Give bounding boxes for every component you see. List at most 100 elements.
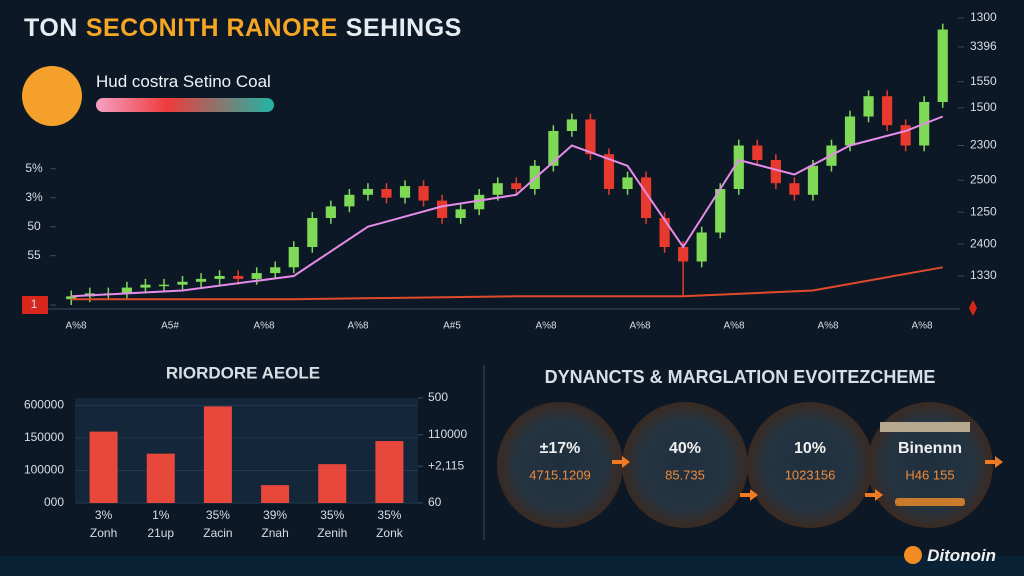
indicator-line	[71, 266, 943, 301]
footer-brand: Ditonoin	[904, 546, 996, 566]
candle-body	[900, 125, 911, 146]
card-value: ±17%	[540, 440, 581, 457]
x-tick-label: Zonk	[376, 526, 404, 540]
x-tick-label: A%8	[723, 321, 745, 332]
y2-tick-label: 110000	[428, 427, 467, 441]
candle-body	[140, 284, 151, 288]
candle-body	[270, 267, 281, 274]
candle-body	[548, 131, 559, 166]
y2-tick-label: 1330	[970, 268, 997, 282]
candle-body	[66, 296, 77, 300]
y-tick-label: 000	[44, 495, 64, 509]
arrow	[865, 489, 883, 501]
arrow	[985, 456, 1003, 468]
candle-body	[325, 206, 336, 218]
candle-body	[733, 145, 744, 189]
candle-body	[566, 119, 577, 131]
card-orb	[497, 402, 623, 528]
y-tick-label: 5%	[25, 161, 43, 175]
y-tick-label: 1	[31, 297, 38, 311]
footer-band	[0, 556, 1024, 576]
x-tick-label: A%8	[817, 321, 839, 332]
title: TON SECONITH RANORE SEHINGS	[24, 14, 470, 43]
bar	[203, 406, 232, 503]
candle-body	[770, 160, 781, 184]
card-decor	[895, 498, 965, 506]
candle-body	[381, 189, 392, 198]
card-sub: 4715.1209	[529, 467, 590, 482]
candle-body	[177, 281, 188, 285]
category-tag: 39%	[263, 508, 287, 522]
y2-tick-label: 1250	[970, 204, 997, 218]
x-tick-label: A5#	[161, 321, 179, 332]
x-tick-label: A#5	[443, 321, 461, 332]
y2-tick-label: 60	[428, 495, 442, 509]
candle-body	[474, 194, 485, 210]
candle-body	[121, 287, 132, 294]
category-tag: 3%	[95, 508, 113, 522]
y-tick-label: 55	[27, 248, 41, 262]
bar-chart-title: RIORDORE AEOLE	[166, 363, 320, 382]
brand-text: Ditonoin	[927, 546, 996, 565]
y-tick-label: 50	[27, 219, 41, 233]
candle-body	[492, 183, 503, 195]
card-orb	[622, 402, 748, 528]
footer-icon	[904, 546, 923, 564]
candle-body	[585, 119, 596, 155]
category-tag: 35%	[206, 508, 230, 522]
category-tag: 35%	[377, 508, 401, 522]
card-sub: 85.735	[665, 467, 705, 482]
arrow	[740, 489, 758, 501]
title-part: SECONITH RANORE	[85, 14, 338, 42]
card-sub: 1023156	[785, 467, 836, 482]
category-tag: 1%	[152, 508, 170, 522]
profile-label: Hud costra Setino Coal	[96, 72, 271, 91]
progress-bar	[96, 98, 274, 112]
y-tick-label: 3%	[25, 190, 43, 204]
candle-body	[752, 145, 763, 160]
candle-body	[807, 165, 819, 195]
indicator-line	[71, 115, 944, 298]
candle-body	[437, 200, 448, 218]
candle-body	[362, 189, 374, 195]
bar	[146, 453, 175, 503]
x-tick-label: A%8	[65, 321, 87, 332]
logo	[22, 66, 82, 126]
candle-body	[659, 218, 670, 247]
candle-body	[937, 29, 948, 102]
candle-body	[844, 116, 856, 146]
candle-body	[640, 177, 652, 218]
bar	[375, 441, 404, 503]
card-decor	[880, 422, 970, 432]
card-orb	[867, 402, 993, 528]
title-part: TON	[24, 14, 78, 42]
x-tick-label: 21up	[147, 526, 174, 540]
card-value: 10%	[794, 440, 826, 457]
candle-body	[214, 276, 225, 279]
candle-body	[603, 154, 615, 189]
x-tick-label: Zacin	[203, 526, 232, 540]
candle-body	[288, 247, 299, 268]
tick-badge	[22, 296, 48, 314]
y2-tick-label: 1300	[970, 10, 997, 24]
x-tick-label: A%8	[253, 321, 275, 332]
candle-body	[158, 284, 170, 287]
candle-body	[399, 186, 411, 198]
candle-body	[696, 232, 707, 262]
candle-body	[882, 96, 893, 126]
y-tick-label: 600000	[24, 398, 64, 412]
x-tick-label: Zonh	[90, 526, 117, 540]
candle-body	[789, 183, 800, 195]
plot-bg	[75, 398, 418, 503]
card-orb	[747, 402, 873, 528]
candle-body	[195, 278, 207, 282]
y2-tick-label: 1550	[970, 74, 997, 88]
bar	[318, 464, 347, 503]
card-value: 40%	[669, 440, 701, 457]
y2-tick-label: 1500	[970, 100, 997, 114]
bar	[261, 485, 290, 503]
title-part: SEHINGS	[345, 14, 462, 42]
axis-marker	[969, 300, 977, 316]
